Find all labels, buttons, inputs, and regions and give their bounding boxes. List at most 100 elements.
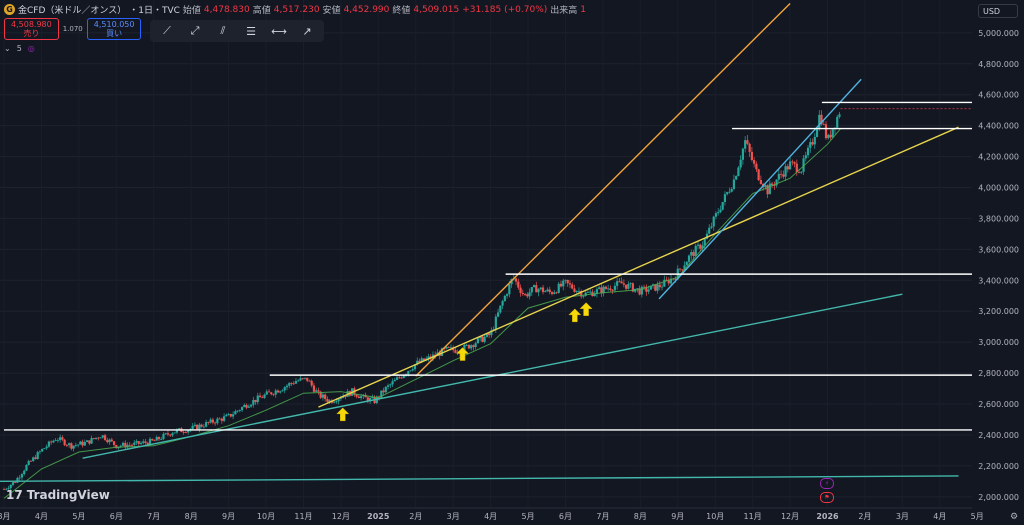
candle-body	[366, 397, 369, 402]
candle-body	[258, 395, 262, 398]
x-tick-label: 10月	[706, 512, 724, 521]
candle-body	[43, 448, 46, 450]
y-tick-label: 4,600.000	[978, 91, 1019, 100]
y-tick-label: 2,000.000	[978, 493, 1019, 502]
candle-body	[65, 445, 68, 446]
candle-body	[393, 379, 396, 382]
candle-body	[616, 281, 619, 286]
x-tick-label: 3月	[0, 512, 11, 521]
flag-icon[interactable]: ⚑	[820, 492, 834, 503]
y-tick-label: 4,400.000	[978, 122, 1019, 131]
sell-button[interactable]: 4,508.980 売り	[4, 18, 59, 40]
candle-body	[539, 287, 542, 290]
candle-body	[519, 287, 522, 293]
candle-body	[229, 413, 232, 417]
candle-body	[701, 245, 704, 249]
y-tick-label: 3,000.000	[978, 338, 1019, 347]
indicator-count[interactable]: 5	[16, 44, 22, 53]
trendline	[0, 475, 959, 483]
candle-body	[79, 441, 82, 445]
candle-body	[710, 226, 713, 228]
candle-body	[735, 176, 738, 180]
tradingview-logo: 17 TradingView	[6, 488, 110, 502]
candle-body	[151, 438, 154, 441]
candle-body	[409, 370, 412, 372]
candle-body	[501, 301, 504, 306]
y-tick-label: 3,800.000	[978, 214, 1019, 223]
candle-body	[645, 286, 648, 292]
x-tick-label: 4月	[933, 512, 946, 521]
candle-body	[818, 114, 821, 129]
candle-body	[517, 281, 520, 288]
gear-icon[interactable]: ⚙	[1010, 512, 1019, 522]
symbol-meta: ・1日・TVC	[129, 6, 180, 16]
candle-body	[166, 433, 170, 435]
candle-body	[728, 191, 731, 193]
indicator-row: ⌄ 5 ◎	[4, 44, 35, 53]
candle-body	[384, 386, 387, 393]
level-layer: 4,550.2974,381.1753,439.9082,786.7732,43…	[4, 96, 1020, 436]
candle-body	[465, 344, 468, 346]
candle-body	[112, 441, 116, 445]
chevron-down-icon[interactable]: ⌄	[4, 44, 11, 53]
candle-body	[694, 245, 697, 256]
candle-body	[245, 404, 248, 408]
eye-icon[interactable]: ◎	[27, 44, 35, 53]
buy-label: 買い	[106, 29, 123, 38]
candle-body	[699, 244, 702, 249]
x-tick-label: 4月	[35, 512, 48, 521]
candle-body	[416, 360, 419, 365]
candle-body	[647, 289, 650, 292]
candle-body	[548, 289, 551, 293]
currency-selector[interactable]: USD	[978, 4, 1018, 18]
candle-body	[380, 390, 383, 398]
candle-body	[162, 433, 165, 440]
candle-body	[32, 457, 35, 461]
trend-line-icon[interactable]: ⟋	[163, 24, 171, 37]
candle-body	[108, 439, 111, 443]
candle-body	[571, 284, 574, 289]
candle-body	[454, 350, 457, 353]
candle-body	[546, 289, 549, 292]
candle-body	[640, 286, 643, 295]
candle-body	[126, 444, 129, 448]
candle-body	[209, 419, 212, 423]
gold-coin-icon: G	[4, 4, 15, 15]
candle-body	[148, 438, 152, 445]
candle-body	[34, 457, 37, 459]
candle-body	[20, 474, 24, 478]
symbol-name[interactable]: 金CFD（米ドル／オンス）	[18, 6, 127, 16]
candle-body	[83, 442, 86, 446]
candle-body	[577, 291, 581, 292]
candle-body	[607, 288, 610, 290]
parallel-channel-icon[interactable]: ☰	[246, 24, 256, 38]
candle-body	[97, 437, 100, 439]
x-tick-label: 8月	[185, 512, 198, 521]
horizontal-ray-icon[interactable]: ⟷	[271, 24, 287, 38]
up-arrow-icon	[579, 302, 593, 316]
buy-button[interactable]: 4,510.050 買い	[86, 18, 142, 40]
ray-icon[interactable]: ⤢	[190, 24, 200, 37]
candle-body	[604, 286, 608, 289]
candle-body	[690, 252, 693, 256]
candle-body	[247, 406, 250, 408]
info-line-icon[interactable]: ↗	[302, 24, 312, 38]
price-axis-bg	[972, 0, 1024, 525]
high-label: 高値	[252, 6, 271, 16]
candle-body	[479, 336, 482, 339]
candle-body	[629, 283, 632, 285]
candle-body	[418, 360, 421, 363]
candle-body	[137, 441, 140, 444]
grid-layer	[0, 32, 972, 498]
candle-body	[739, 159, 742, 168]
lightning-icon[interactable]: ⚡	[820, 478, 834, 489]
candle-body	[407, 371, 410, 375]
extended-line-icon[interactable]: ⫽	[220, 24, 226, 37]
candle-body	[741, 148, 745, 160]
candle-body	[514, 278, 518, 282]
candle-body	[324, 394, 327, 400]
candle-body	[402, 375, 405, 378]
candle-body	[225, 414, 228, 417]
candle-body	[319, 391, 322, 398]
